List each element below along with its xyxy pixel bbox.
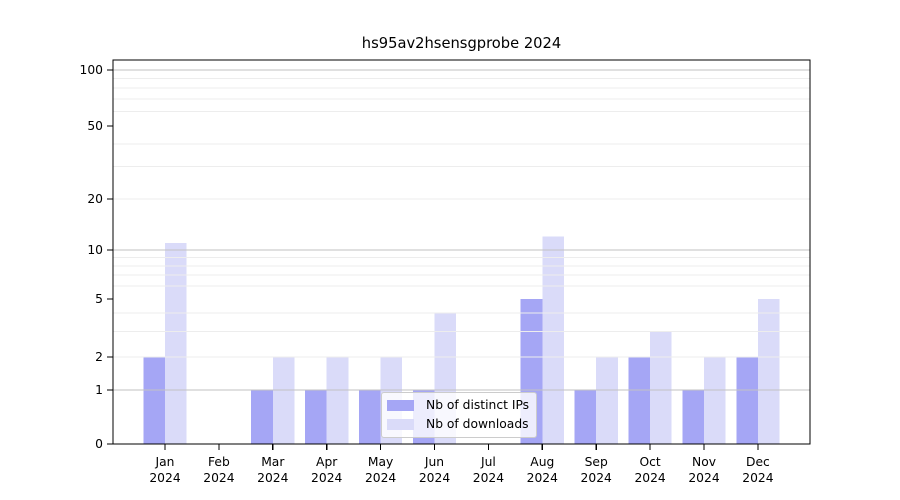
x-tick-label-jul: Jul — [480, 455, 496, 469]
y-tick-label-1: 1 — [95, 383, 103, 397]
y-tick-label-0: 0 — [95, 437, 103, 451]
y-tick-label-100: 100 — [80, 63, 103, 77]
x-tick-year-jul: 2024 — [473, 471, 504, 485]
x-tick-year-mar: 2024 — [257, 471, 288, 485]
chart-title: hs95av2hsensgprobe 2024 — [361, 35, 562, 52]
x-tick-label-mar: Mar — [261, 455, 285, 469]
bar-downloads-aug — [542, 236, 564, 444]
x-tick-label-feb: Feb — [208, 455, 230, 469]
legend-swatch-distinct-ips-icon — [387, 400, 414, 411]
x-tick-label-nov: Nov — [692, 455, 716, 469]
x-tick-year-jun: 2024 — [419, 471, 450, 485]
legend-label-distinct-ips: Nb of distinct IPs — [426, 398, 530, 413]
legend-label-downloads: Nb of downloads — [426, 417, 529, 432]
bar-distinct-ips-sep — [574, 390, 597, 444]
bar-downloads-sep — [596, 357, 618, 444]
x-tick-label-may: May — [368, 455, 393, 469]
y-tick-label-50: 50 — [87, 119, 103, 133]
bar-distinct-ips-dec — [736, 357, 758, 444]
x-tick-year-jan: 2024 — [149, 471, 180, 485]
y-tick-label-2: 2 — [95, 350, 103, 364]
legend: Nb of distinct IPs Nb of downloads — [381, 392, 538, 438]
bar-distinct-ips-nov — [682, 390, 704, 444]
bar-downloads-mar — [272, 357, 295, 444]
bar-downloads-apr — [326, 357, 349, 444]
x-tick-label-jan: Jan — [155, 455, 175, 469]
x-tick-label-sep: Sep — [585, 455, 608, 469]
legend-item-downloads: Nb of downloads — [387, 415, 529, 434]
bar-downloads-jan — [165, 243, 187, 444]
x-tick-year-apr: 2024 — [311, 471, 342, 485]
x-tick-year-oct: 2024 — [634, 471, 665, 485]
x-tick-label-apr: Apr — [316, 455, 338, 469]
x-tick-year-dec: 2024 — [742, 471, 773, 485]
x-tick-label-aug: Aug — [530, 455, 554, 469]
bar-distinct-ips-jan — [143, 357, 165, 444]
y-tick-label-20: 20 — [87, 192, 103, 206]
x-tick-label-dec: Dec — [746, 455, 770, 469]
bar-distinct-ips-apr — [305, 390, 327, 444]
x-tick-year-nov: 2024 — [688, 471, 719, 485]
x-tick-year-sep: 2024 — [581, 471, 612, 485]
legend-swatch-downloads-icon — [387, 419, 414, 430]
axes-spines — [112, 59, 811, 445]
bar-distinct-ips-mar — [251, 390, 273, 444]
x-tick-label-oct: Oct — [639, 455, 660, 469]
bar-distinct-ips-oct — [628, 357, 651, 444]
x-tick-year-may: 2024 — [365, 471, 396, 485]
x-tick-year-feb: 2024 — [203, 471, 234, 485]
bar-downloads-oct — [650, 331, 672, 444]
bar-downloads-nov — [704, 357, 726, 444]
x-tick-label-jun: Jun — [424, 455, 444, 469]
x-tick-year-aug: 2024 — [527, 471, 558, 485]
bar-distinct-ips-may — [359, 390, 381, 444]
y-tick-label-5: 5 — [95, 292, 103, 306]
y-tick-label-10: 10 — [87, 243, 103, 257]
legend-item-distinct-ips: Nb of distinct IPs — [387, 396, 529, 415]
bar-downloads-dec — [757, 299, 780, 444]
